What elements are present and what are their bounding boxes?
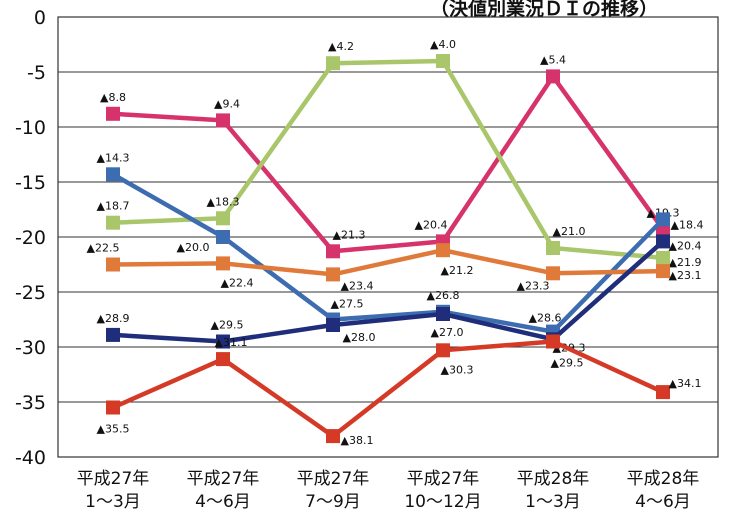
x-tick-label: 平成27年 (77, 469, 150, 489)
data-label: ▲30.3 (441, 363, 474, 376)
data-label: ▲8.8 (100, 91, 126, 104)
y-tick-label: -40 (15, 447, 46, 469)
x-tick-label: 4〜6月 (635, 492, 691, 512)
data-point (216, 211, 230, 226)
data-label: ▲27.0 (431, 326, 464, 339)
data-label: ▲28.6 (529, 312, 562, 325)
data-point (216, 113, 230, 128)
data-label: ▲5.4 (540, 53, 566, 66)
data-point (546, 334, 560, 349)
x-tick-label: 平成28年 (517, 469, 590, 489)
y-tick-label: -25 (15, 282, 46, 304)
data-label: ▲21.2 (441, 264, 474, 277)
x-tick-label: 平成27年 (407, 469, 480, 489)
series-line (112, 339, 664, 439)
data-point (106, 106, 120, 121)
data-label: ▲18.3 (207, 195, 240, 208)
data-point (326, 267, 340, 282)
data-point (656, 250, 670, 265)
data-point (656, 234, 670, 249)
data-point (546, 69, 560, 84)
data-point (216, 230, 230, 244)
series-line (112, 239, 665, 344)
data-label: ▲38.1 (341, 434, 374, 447)
data-label: ▲35.5 (97, 423, 130, 436)
data-label: ▲21.9 (669, 256, 702, 269)
data-label: ▲22.5 (87, 242, 120, 255)
x-tick-label: 7〜9月 (305, 492, 361, 512)
chart-title: （決値別業況ＤＩの推移） (430, 0, 659, 20)
y-tick-label: -10 (15, 117, 46, 139)
data-point (106, 400, 120, 415)
data-point (546, 266, 560, 281)
y-tick-label: -35 (15, 392, 46, 414)
data-point (436, 307, 450, 321)
data-point (436, 243, 450, 258)
data-label: ▲21.0 (553, 225, 586, 238)
data-label: ▲22.4 (221, 276, 254, 289)
x-tick-label: 10〜12月 (404, 492, 481, 512)
data-point (326, 318, 340, 332)
series-line (111, 172, 665, 334)
x-tick-label: 1〜3月 (85, 492, 141, 512)
y-tick-label: -15 (15, 172, 46, 194)
data-label: ▲4.2 (328, 40, 354, 53)
data-label: ▲23.3 (517, 279, 550, 292)
y-tick-label: -20 (15, 227, 46, 249)
data-point (216, 256, 230, 271)
data-label: ▲4.0 (430, 38, 456, 51)
data-point (216, 352, 230, 367)
data-point (326, 244, 340, 259)
data-point (656, 264, 670, 279)
data-label: ▲18.7 (97, 200, 130, 213)
data-label: ▲29.5 (551, 357, 584, 370)
series-line (112, 247, 664, 277)
data-label: ▲29.5 (211, 319, 244, 332)
data-point (106, 215, 120, 230)
data-label: ▲26.8 (427, 289, 460, 302)
data-label: ▲31.1 (215, 336, 248, 349)
x-tick-label: 1〜3月 (525, 492, 581, 512)
data-label: ▲23.4 (341, 279, 374, 292)
y-tick-label: -30 (15, 337, 46, 359)
plot-frame (57, 16, 719, 458)
data-point (216, 334, 230, 349)
y-tick-label: 0 (34, 7, 46, 29)
data-label: ▲14.3 (97, 151, 130, 164)
data-label: ▲23.1 (669, 269, 702, 282)
data-point (656, 212, 670, 227)
data-point (106, 167, 120, 182)
x-tick-label: 平成27年 (297, 469, 370, 489)
data-point (436, 54, 450, 68)
data-point (656, 385, 670, 400)
data-label: ▲27.5 (331, 298, 364, 311)
data-label: ▲9.4 (214, 97, 240, 110)
x-tick-label: 平成27年 (187, 469, 260, 489)
x-tick-label: 4〜6月 (195, 492, 251, 512)
data-label: ▲21.3 (333, 228, 366, 241)
data-label: ▲20.4 (415, 218, 448, 231)
data-point (106, 327, 120, 342)
data-point (436, 343, 450, 358)
data-label: ▲34.1 (669, 377, 702, 390)
series-line (112, 58, 664, 261)
data-label: ▲20.4 (669, 239, 702, 252)
data-point (326, 56, 340, 71)
series-line (112, 74, 665, 254)
data-label: ▲18.4 (671, 218, 704, 231)
data-point (326, 429, 340, 444)
data-point (546, 241, 560, 255)
data-label: ▲28.9 (97, 312, 130, 325)
data-point (106, 257, 120, 272)
y-tick-label: -5 (27, 62, 46, 84)
data-label: ▲20.0 (177, 241, 210, 254)
data-label: ▲28.0 (343, 331, 376, 344)
x-tick-label: 平成28年 (627, 469, 700, 489)
